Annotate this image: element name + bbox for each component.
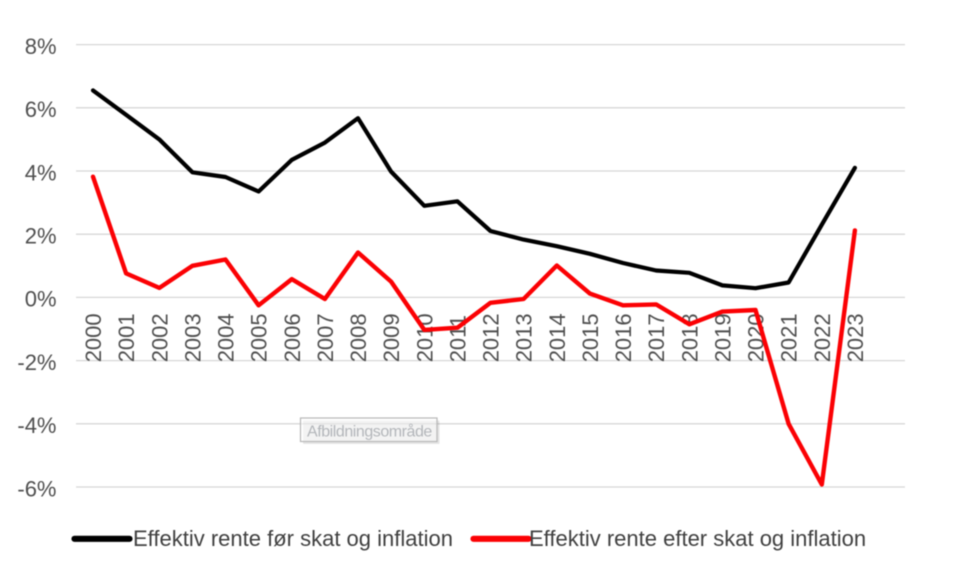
svg-text:2006: 2006 [280, 313, 305, 362]
svg-text:2013: 2013 [512, 313, 537, 362]
svg-text:2023: 2023 [843, 313, 868, 362]
svg-text:2005: 2005 [247, 313, 272, 362]
svg-text:2012: 2012 [479, 313, 504, 362]
svg-text:Afbildningsområde: Afbildningsområde [307, 423, 432, 441]
svg-text:2017: 2017 [644, 313, 669, 362]
svg-text:2009: 2009 [379, 313, 404, 362]
svg-text:-4%: -4% [17, 413, 56, 438]
svg-text:2002: 2002 [147, 313, 172, 362]
svg-text:8%: 8% [25, 34, 57, 59]
svg-text:2%: 2% [25, 224, 57, 249]
svg-text:2003: 2003 [180, 313, 205, 362]
svg-text:Effektiv rente før skat og inf: Effektiv rente før skat og inflation [133, 526, 453, 551]
svg-text:2008: 2008 [346, 313, 371, 362]
svg-text:4%: 4% [25, 160, 57, 185]
svg-text:-2%: -2% [17, 350, 56, 375]
svg-text:6%: 6% [25, 97, 57, 122]
svg-text:2007: 2007 [313, 313, 338, 362]
svg-text:0%: 0% [25, 287, 57, 312]
svg-text:2021: 2021 [777, 313, 802, 362]
svg-text:2019: 2019 [710, 313, 735, 362]
svg-text:2015: 2015 [578, 313, 603, 362]
svg-text:2014: 2014 [545, 313, 570, 362]
svg-text:-6%: -6% [17, 476, 56, 501]
svg-text:2022: 2022 [810, 313, 835, 362]
svg-text:Effektiv rente efter skat og i: Effektiv rente efter skat og inflation [529, 526, 866, 551]
svg-text:2004: 2004 [214, 313, 239, 362]
svg-text:2000: 2000 [81, 313, 106, 362]
svg-text:2016: 2016 [611, 313, 636, 362]
svg-text:2001: 2001 [114, 313, 139, 362]
